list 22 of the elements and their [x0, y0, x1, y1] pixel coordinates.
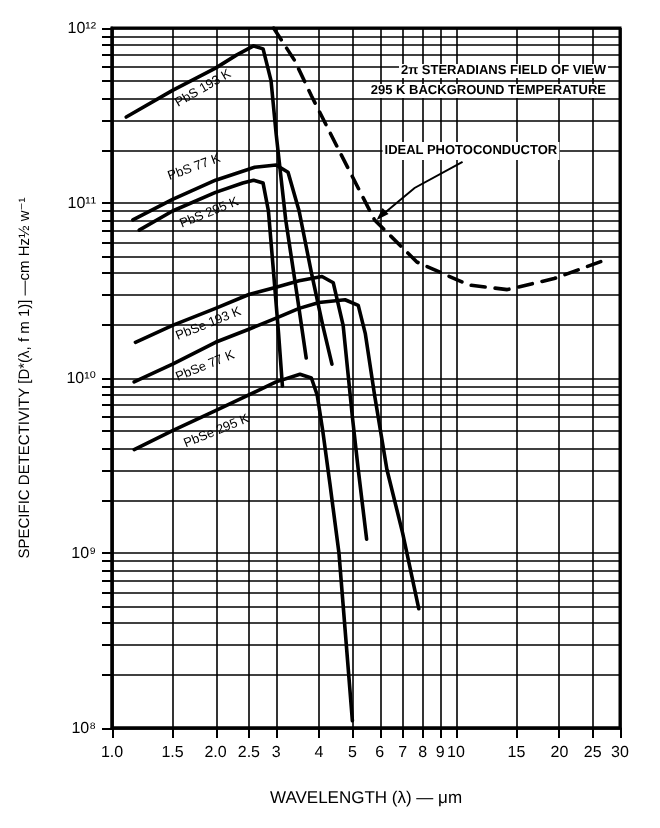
x-tick-label: 5	[347, 743, 358, 761]
x-tick-label: 1.5	[161, 743, 185, 761]
x-axis-title: WAVELENGTH (λ) — μm	[269, 787, 463, 807]
x-tick-label: 9	[435, 743, 446, 761]
y-tick-label: 10¹¹	[67, 194, 97, 212]
y-tick-label: 10¹⁰	[66, 369, 96, 387]
x-tick-label: 6	[375, 743, 386, 761]
x-tick-label: 15	[507, 743, 527, 761]
x-tick-label: 25	[583, 743, 603, 761]
x-tick-label: 8	[418, 743, 429, 761]
x-tick-label: 2.5	[237, 743, 262, 761]
x-tick-label: 20	[550, 743, 570, 761]
x-tick-label: 7	[398, 743, 409, 761]
y-tick-label: 10⁸	[71, 719, 96, 737]
x-tick-label: 30	[611, 743, 630, 761]
y-tick-label: 10¹²	[67, 19, 97, 37]
x-tick-label: 1.0	[100, 743, 125, 761]
x-tick-label: 4	[314, 743, 325, 761]
x-tick-label: 2.0	[204, 743, 228, 761]
x-tick-label: 3	[271, 743, 282, 761]
y-tick-label: 10⁹	[71, 544, 96, 562]
x-tick-label: 10	[447, 743, 466, 761]
